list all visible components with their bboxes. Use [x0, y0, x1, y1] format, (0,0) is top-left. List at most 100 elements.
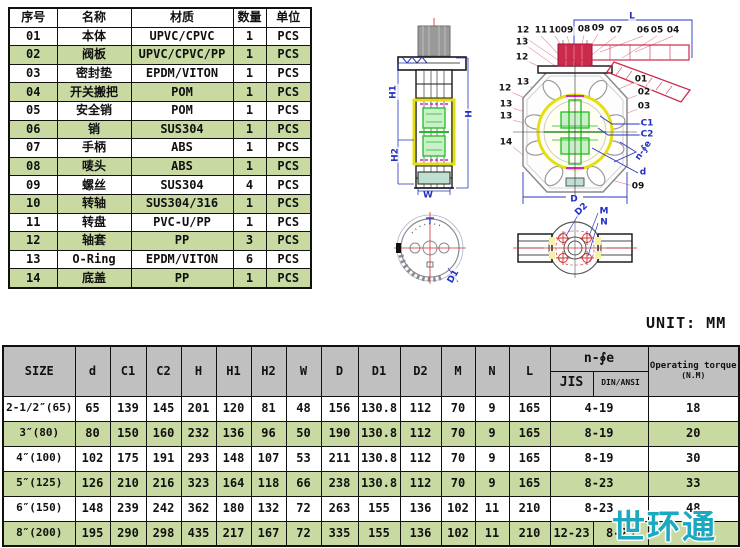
table-cell: 4″(100)	[2, 445, 76, 472]
drawing-label: 04	[665, 25, 681, 36]
table-cell: PCS	[265, 138, 312, 158]
table-cell: EPDM/VITON	[130, 249, 234, 270]
table-row: 4″(100) 102 175 191 293 148 107 53 211 130.8 112 70…	[2, 445, 740, 472]
table-cell: PCS	[265, 212, 312, 233]
table-cell: POM	[130, 82, 234, 102]
table-cell: 238	[320, 470, 359, 497]
table-cell: 148	[74, 495, 111, 522]
table-cell: 239	[109, 495, 147, 522]
table-row: 12 轴套 PP 3 PCS	[8, 231, 312, 251]
dimensions-table: SIZE d C1 C2 H H1 H2 W D D1 D2 M N L n-∮…	[2, 345, 740, 547]
table-cell: 1	[232, 212, 267, 233]
drawing-label: d	[638, 167, 648, 178]
table-cell: 48	[647, 495, 740, 522]
table-cell: 9	[474, 420, 510, 447]
table-cell: 1	[232, 119, 267, 140]
drawing-label: 13	[515, 77, 531, 88]
table-cell: 07	[8, 138, 58, 158]
top-view	[513, 212, 637, 278]
dims-col-holes: n-∮e	[549, 345, 649, 372]
table-cell: 298	[145, 520, 182, 547]
table-cell: 08	[8, 156, 58, 177]
table-row: 04 开关搬把 POM 1 PCS	[8, 82, 312, 102]
table-cell: 1	[232, 138, 267, 158]
table-cell: 20	[647, 420, 740, 447]
dims-col-c1: C1	[109, 345, 147, 397]
table-cell: 1	[232, 82, 267, 102]
table-cell: 01	[8, 26, 58, 47]
table-cell: UPVC/CPVC/PP	[130, 45, 234, 65]
table-cell: 175	[109, 445, 147, 472]
table-cell: 66	[285, 470, 322, 497]
torque-label-line1: Operating torque	[649, 360, 737, 371]
drawing-label: 09	[630, 181, 646, 192]
table-cell: 164	[215, 470, 252, 497]
dims-table-body: 2-1/2″(65) 65 139 145 201 120 81 48 156 130.8 112 7…	[2, 395, 740, 547]
table-cell: PCS	[265, 268, 312, 289]
front-view	[510, 19, 693, 204]
table-cell: 8″(200)	[2, 520, 76, 547]
table-row: 07 手柄 ABS 1 PCS	[8, 138, 312, 158]
drawing-label: 07	[608, 25, 624, 36]
drawing-label: 08	[576, 24, 592, 35]
table-cell: 210	[508, 495, 551, 522]
dims-col-jis: JIS	[549, 370, 594, 397]
table-cell: 72	[285, 520, 322, 547]
table-row: 03 密封垫 EPDM/VITON 1 PCS	[8, 63, 312, 84]
table-cell: ABS	[130, 138, 234, 158]
table-cell: PCS	[265, 249, 312, 270]
drawing-label: 01	[633, 74, 649, 85]
table-cell: 112	[399, 395, 442, 422]
table-row: 5″(125) 126 210 216 323 164 118 66 238 130.8 112 70…	[2, 470, 740, 497]
drawing-label: C2	[639, 129, 655, 140]
table-cell: ABS	[130, 156, 234, 177]
table-cell: 150	[109, 420, 147, 447]
table-cell: PCS	[265, 100, 312, 121]
table-row: 09 螺丝 SUS304 4 PCS	[8, 175, 312, 195]
dims-col-dd: D	[320, 345, 359, 397]
table-cell: 96	[250, 420, 287, 447]
drawing-label: H	[464, 109, 475, 119]
table-cell: 8-19	[549, 445, 649, 472]
table-cell: 130.8	[357, 470, 401, 497]
drawing-label: 12	[515, 25, 531, 36]
table-cell: 销	[56, 119, 132, 140]
table-cell: 1	[232, 100, 267, 121]
torque-label-line2: (N.M)	[681, 370, 706, 380]
table-cell: 148	[215, 445, 252, 472]
table-cell: 120	[215, 395, 252, 422]
table-row: 6″(150) 148 239 242 362 180 132 72 263 155 136 102 1…	[2, 495, 740, 522]
drawing-label: 12	[497, 83, 513, 94]
table-cell: 密封垫	[56, 63, 132, 84]
table-cell: PCS	[265, 26, 312, 47]
table-cell: 155	[357, 520, 401, 547]
parts-table-body: 01 本体 UPVC/CPVC 1 PCS 02 阀板 UPVC/CPVC/PP 1 PCS 03 密…	[8, 26, 312, 289]
table-cell: 112	[399, 470, 442, 497]
table-cell: 14	[8, 268, 58, 289]
table-cell: 11	[8, 212, 58, 233]
table-cell: 底盖	[56, 268, 132, 289]
parts-table: 序号 名称 材质 数量 单位 01 本体 UPVC/CPVC 1 PCS 02 阀板 UPVC…	[8, 7, 312, 289]
table-cell: 04	[8, 82, 58, 102]
table-cell: 33	[647, 470, 740, 497]
table-cell: 70	[440, 445, 476, 472]
table-cell: PVC-U/PP	[130, 212, 234, 233]
table-cell: 手柄	[56, 138, 132, 158]
side-view	[397, 18, 469, 195]
table-cell: POM	[130, 100, 234, 121]
table-row: 8″(200) 195 290 298 435 217 167 72 335 155 136 102 1…	[2, 520, 740, 547]
table-cell: 1	[232, 63, 267, 84]
table-cell: EPDM/VITON	[130, 63, 234, 84]
table-cell: 263	[320, 495, 359, 522]
table-cell: 126	[74, 470, 111, 497]
drawing-label: 13	[498, 99, 514, 110]
table-cell: 03	[8, 63, 58, 84]
table-cell: 转轴	[56, 193, 132, 214]
table-cell: 1	[232, 156, 267, 177]
table-cell: 136	[399, 520, 442, 547]
table-cell: 81	[250, 395, 287, 422]
table-cell: 安全销	[56, 100, 132, 121]
table-cell: 165	[508, 420, 551, 447]
parts-header-row: 序号 名称 材质 数量 单位	[8, 7, 312, 28]
table-cell: 217	[215, 520, 252, 547]
